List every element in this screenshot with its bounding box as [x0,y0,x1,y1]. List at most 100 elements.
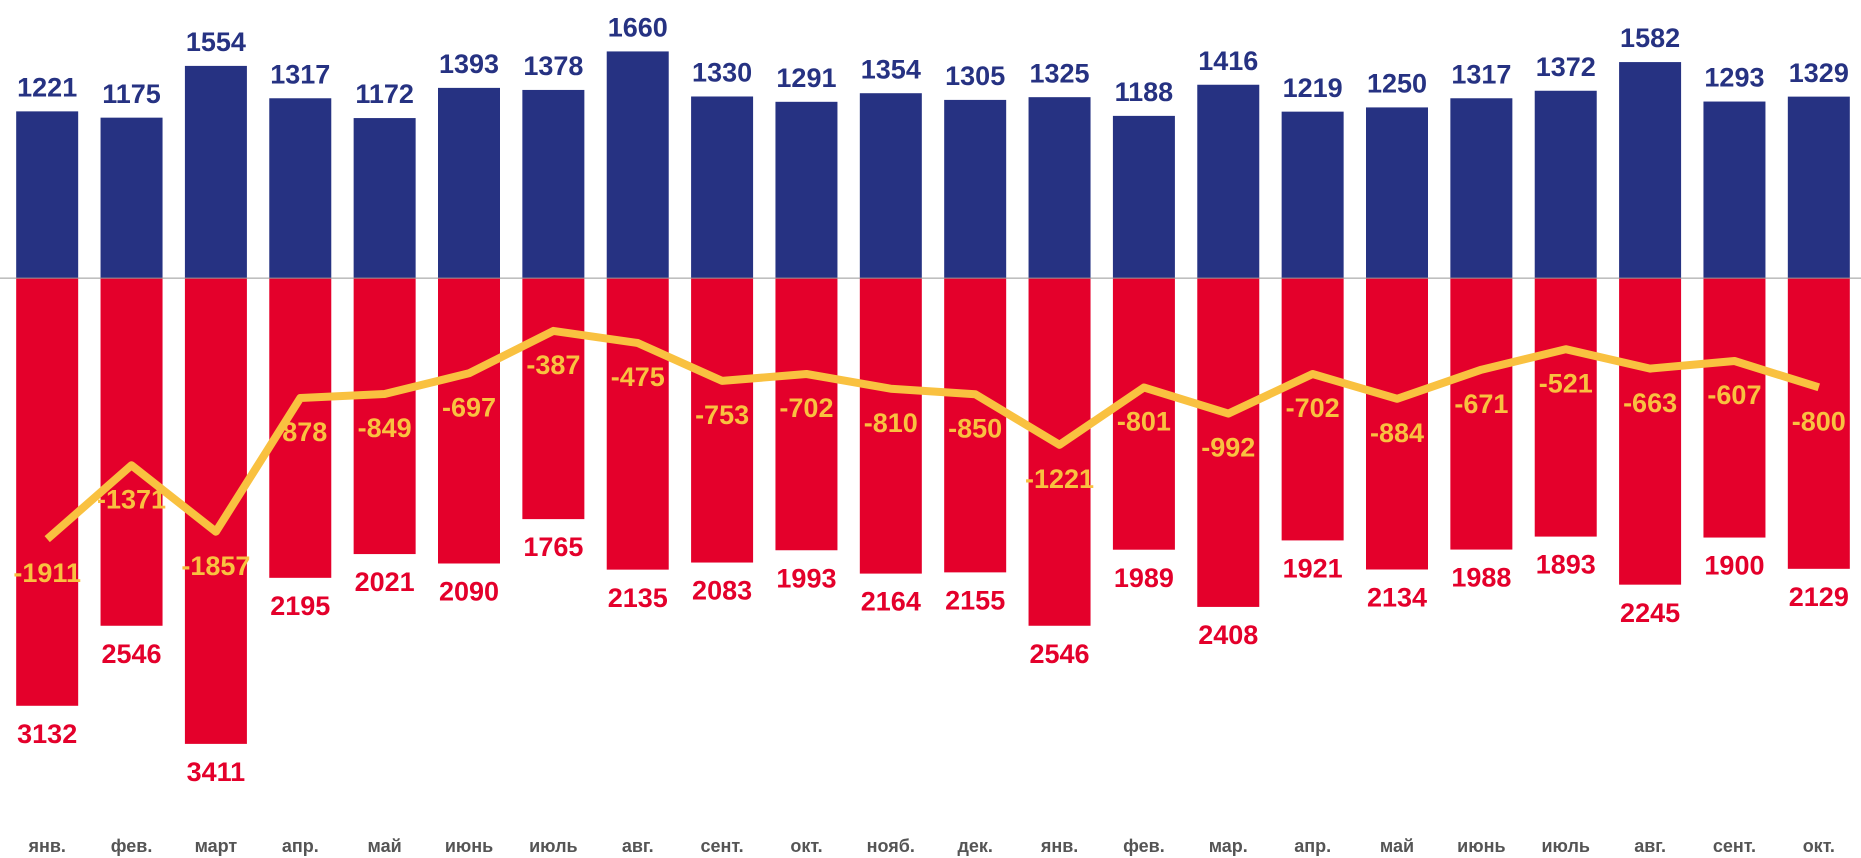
data-label: 1989 [1114,563,1174,593]
data-label: 2245 [1620,598,1680,628]
bar [775,278,838,551]
data-label: 1330 [692,58,752,88]
bar [1450,278,1513,550]
data-label: 1660 [608,13,668,43]
x-tick-label: фев. [1123,836,1165,856]
line-label: -810 [864,408,918,438]
x-tick-label: июнь [445,836,493,856]
x-tick-label: сент. [1713,836,1756,856]
line-label: -753 [695,400,749,430]
bar [691,96,754,279]
data-label: 1582 [1620,23,1680,53]
data-label: 2021 [355,567,415,597]
x-tick-label: окт. [790,836,822,856]
line-label: -1911 [13,558,81,588]
data-label: 1293 [1704,63,1764,93]
data-label: 3132 [17,719,77,749]
bar [1703,278,1766,538]
line-label: -607 [1707,380,1761,410]
bar [859,278,922,574]
data-label: 3411 [187,757,246,787]
bar [1787,278,1850,569]
x-tick-label: нояб. [867,836,915,856]
data-label: 1291 [776,63,836,93]
line-label: -1371 [97,484,166,514]
data-label: 1219 [1283,73,1343,103]
x-tick-label: апр. [1294,836,1331,856]
bar [1366,107,1428,279]
x-tick-label: июль [529,836,578,856]
data-label: 1900 [1704,551,1764,581]
bar [1534,278,1597,537]
bar [16,278,79,706]
line-label: -850 [948,413,1002,443]
bar [100,278,163,626]
data-label: 2135 [608,583,668,613]
data-label: 1172 [355,79,414,109]
data-label: 2546 [1030,639,1090,669]
line-label: -475 [611,362,665,392]
data-label: 1765 [523,532,583,562]
x-tick-label: май [368,836,402,856]
line-label: -884 [1370,418,1424,448]
data-label: 1317 [270,59,330,89]
line-label: -671 [1454,389,1508,419]
data-label: 2155 [945,585,1005,615]
bar [1112,278,1175,550]
x-tick-label: апр. [282,836,319,856]
data-label: 1993 [776,563,836,593]
x-tick-label: янв. [1040,836,1078,856]
line-label: -849 [358,413,412,443]
x-tick-label: сент. [701,836,744,856]
data-label: 1372 [1536,52,1596,82]
line-label: -663 [1623,388,1677,418]
x-tick-label: авг. [1634,836,1666,856]
x-tick-label: авг. [622,836,654,856]
line-label: -878 [273,417,327,447]
bar [775,101,838,279]
bar [1028,97,1091,279]
bar [522,278,585,520]
bar [1112,115,1175,279]
line [44,326,1820,543]
x-tick-label: фев. [111,836,153,856]
data-label: 1988 [1451,563,1511,593]
x-tick-label: март [195,836,238,856]
bar [1366,278,1428,570]
bar [944,99,1007,279]
bar [1197,278,1260,607]
x-tick-label: янв. [27,836,65,856]
bar [353,278,416,555]
data-label: 1305 [945,61,1005,91]
data-label: 2164 [861,587,921,617]
bar [944,278,1007,573]
bar [1619,62,1682,279]
bar [1197,84,1260,279]
data-label: 1221 [17,72,77,102]
data-label: 2195 [270,591,330,621]
data-label: 1416 [1198,46,1258,76]
bar [1703,101,1766,279]
line-label: -801 [1117,407,1171,437]
data-label: 2090 [439,577,499,607]
line-label: -800 [1792,406,1846,436]
data-label: 2083 [692,576,752,606]
line-label: -697 [442,392,496,422]
bar [16,111,79,279]
bar [859,93,922,279]
bar [269,98,332,279]
bar [1028,278,1091,626]
data-label: 1921 [1283,554,1343,584]
data-label: 1317 [1451,59,1511,89]
bar [353,118,416,279]
data-label: 2408 [1198,620,1258,650]
bar [438,278,500,564]
data-label: 1329 [1789,58,1849,88]
x-tick-label: дек. [957,836,992,856]
data-label: 1893 [1536,550,1596,580]
bar [1787,96,1850,279]
bar [1619,278,1682,585]
x-tick-label: окт. [1803,836,1835,856]
bar [1281,278,1344,541]
